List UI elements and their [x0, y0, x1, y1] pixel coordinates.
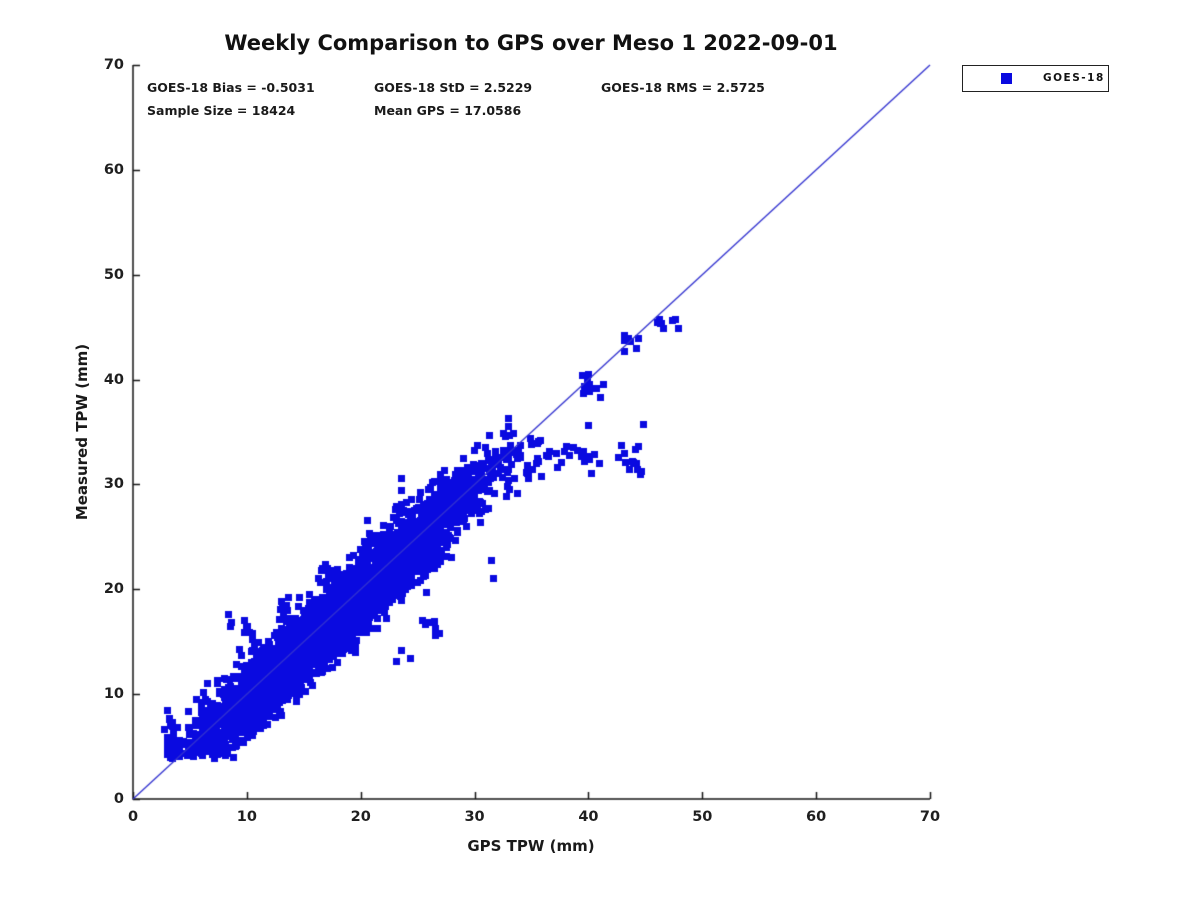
x-tick-label-30: 30 — [464, 809, 485, 825]
y-tick-label-10: 10 — [103, 686, 124, 703]
y-tick-label-70: 70 — [103, 57, 124, 73]
y-tick-label-0: 0 — [113, 791, 124, 807]
y-axis-label: Measured TPW (mm) — [73, 343, 91, 521]
x-tick-label-0: 0 — [127, 809, 139, 825]
x-tick-label-70: 70 — [919, 809, 941, 825]
x-axis-label: GPS TPW (mm) — [467, 837, 595, 855]
legend-entry-label: GOES-18 — [1043, 72, 1105, 84]
x-tick-label-40: 40 — [578, 809, 599, 825]
y-tick-label-40: 40 — [103, 371, 124, 388]
x-tick-label-50: 50 — [692, 809, 713, 825]
legend-box: GOES-18 — [962, 65, 1109, 92]
y-tick-label-30: 30 — [103, 476, 124, 493]
y-tick-label-50: 50 — [103, 266, 124, 283]
x-tick-label-60: 60 — [806, 809, 827, 825]
stat-mean-gps: Mean GPS = 17.0586 — [374, 103, 522, 118]
y-tick-label-20: 20 — [103, 581, 124, 598]
x-tick-label-10: 10 — [236, 809, 257, 825]
chart-title: Weekly Comparison to GPS over Meso 1 202… — [224, 31, 838, 55]
stat-std: GOES-18 StD = 2.5229 — [374, 80, 533, 95]
stat-sample-size: Sample Size = 18424 — [147, 103, 296, 118]
y-tick-label-60: 60 — [103, 161, 124, 178]
legend-square-marker-icon — [1001, 73, 1012, 84]
x-tick-label-20: 20 — [350, 809, 371, 825]
stat-rms: GOES-18 RMS = 2.5725 — [601, 80, 765, 95]
stat-bias: GOES-18 Bias = -0.5031 — [147, 80, 315, 95]
